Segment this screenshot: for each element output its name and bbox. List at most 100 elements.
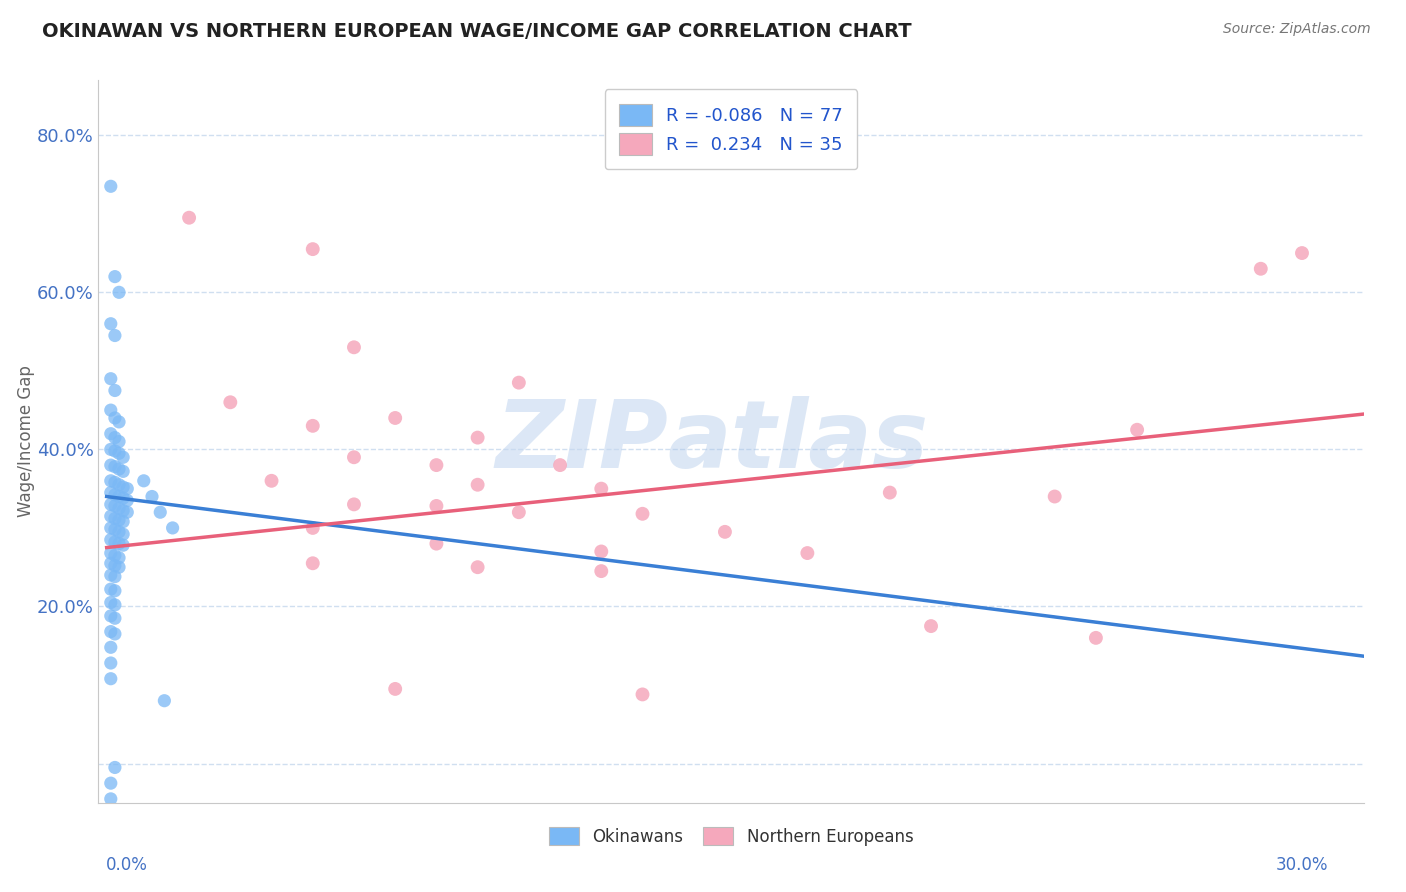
Point [112,527,135,541]
Point [112,491,135,505]
Point [177,807,200,822]
Point [108,536,131,550]
Point [100,608,122,623]
Point [108,415,131,429]
Point [1291,246,1313,260]
Point [100,372,122,386]
Point [108,560,131,574]
Point [117,493,139,508]
Point [100,672,122,686]
Point [177,211,200,225]
Point [112,480,135,494]
Point [100,792,122,806]
Point [425,536,447,550]
Point [104,760,127,774]
Point [591,564,613,578]
Point [100,582,122,597]
Point [100,624,122,639]
Point [153,694,176,708]
Point [384,411,406,425]
Point [301,242,323,256]
Point [108,490,131,504]
Point [104,384,127,398]
Point [100,426,122,441]
Point [100,474,122,488]
Point [1084,631,1107,645]
Point [104,569,127,583]
Point [104,583,127,598]
Point [591,482,613,496]
Point [104,511,127,525]
Point [104,627,127,641]
Point [260,474,283,488]
Point [100,776,122,790]
Point [100,403,122,417]
Text: OKINAWAN VS NORTHERN EUROPEAN WAGE/INCOME GAP CORRELATION CHART: OKINAWAN VS NORTHERN EUROPEAN WAGE/INCOM… [42,22,912,41]
Point [108,434,131,449]
Point [162,521,184,535]
Point [104,328,127,343]
Point [467,477,489,491]
Point [104,269,127,284]
Point [425,458,447,472]
Point [920,619,942,633]
Point [112,503,135,517]
Point [104,411,127,425]
Point [100,458,122,472]
Text: ZIP: ZIP [495,395,668,488]
Point [112,515,135,529]
Point [104,459,127,474]
Point [149,505,172,519]
Point [117,482,139,496]
Point [508,505,530,519]
Point [104,488,127,502]
Point [104,431,127,445]
Legend: Okinawans, Northern Europeans: Okinawans, Northern Europeans [543,821,920,852]
Point [100,595,122,609]
Point [384,681,406,696]
Point [112,538,135,552]
Point [104,523,127,537]
Point [108,462,131,476]
Point [100,509,122,524]
Point [548,458,571,472]
Point [100,442,122,457]
Point [100,533,122,547]
Point [108,501,131,516]
Point [104,611,127,625]
Point [343,450,366,465]
Point [100,568,122,582]
Point [100,546,122,560]
Text: 30.0%: 30.0% [1277,856,1329,874]
Point [108,524,131,539]
Point [108,550,131,565]
Point [104,558,127,573]
Point [631,507,654,521]
Point [100,317,122,331]
Text: 0.0%: 0.0% [105,856,148,874]
Point [879,485,901,500]
Point [508,376,530,390]
Point [219,395,242,409]
Point [1250,261,1272,276]
Point [141,490,163,504]
Y-axis label: Wage/Income Gap: Wage/Income Gap [17,366,35,517]
Point [425,499,447,513]
Point [631,687,654,701]
Point [104,499,127,513]
Point [100,521,122,535]
Text: atlas: atlas [668,395,929,488]
Point [100,556,122,570]
Point [301,556,323,570]
Point [132,474,155,488]
Point [157,804,180,818]
Point [117,505,139,519]
Point [108,513,131,527]
Point [343,497,366,511]
Point [796,546,818,560]
Point [104,598,127,612]
Point [108,477,131,491]
Point [104,444,127,458]
Point [100,497,122,511]
Point [100,179,122,194]
